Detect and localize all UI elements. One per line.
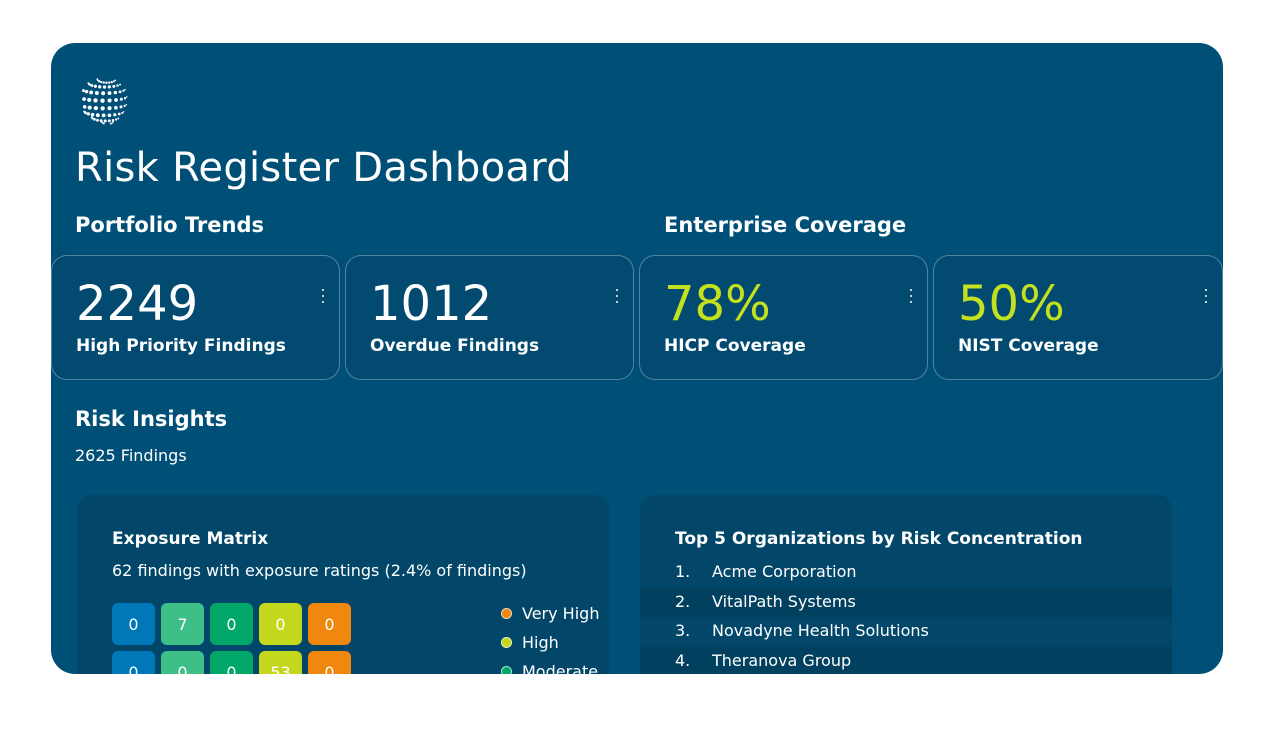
overflow-menu-vertical-icon[interactable] <box>905 286 917 306</box>
matrix-cell[interactable]: 0 <box>308 603 351 645</box>
card-hicp-coverage[interactable]: 78% HICP Coverage <box>639 255 928 380</box>
legend-dot <box>501 608 512 619</box>
legend-label: High <box>522 633 559 652</box>
list-item-rank: 2. <box>675 591 691 611</box>
legend-dot <box>501 637 512 648</box>
exposure-legend: Very High High Moderate <box>501 599 599 674</box>
overflow-menu-vertical-icon[interactable] <box>1200 286 1212 306</box>
page-title: Risk Register Dashboard <box>75 145 572 191</box>
card-value: 1012 <box>370 276 493 332</box>
list-item[interactable]: 1. Acme Corporation <box>640 558 1172 588</box>
exposure-matrix-grid: 0 7 0 0 0 0 0 0 53 0 <box>112 603 352 674</box>
top-organizations-card: Top 5 Organizations by Risk Concentratio… <box>640 495 1172 674</box>
card-label: HICP Coverage <box>664 336 806 356</box>
matrix-cell[interactable]: 7 <box>161 603 204 645</box>
list-item-name: Acme Corporation <box>712 562 857 581</box>
list-item-name: Novadyne Health Solutions <box>712 621 929 640</box>
matrix-cell[interactable]: 0 <box>308 651 351 674</box>
matrix-row: 0 0 0 53 0 <box>112 651 352 674</box>
section-portfolio-trends: Portfolio Trends <box>75 213 265 237</box>
list-item[interactable]: 2. VitalPath Systems <box>640 587 1172 617</box>
matrix-cell[interactable]: 0 <box>112 603 155 645</box>
legend-label: Very High <box>522 604 600 623</box>
matrix-cell[interactable]: 0 <box>161 651 204 674</box>
legend-dot <box>501 666 512 674</box>
exposure-matrix-title: Exposure Matrix <box>112 529 269 549</box>
card-label: High Priority Findings <box>76 336 286 356</box>
risk-insights-count: 2625 Findings <box>75 446 187 465</box>
matrix-cell[interactable]: 0 <box>112 651 155 674</box>
card-high-priority-findings[interactable]: 2249 High Priority Findings <box>51 255 340 380</box>
legend-item-very-high: Very High <box>501 599 599 628</box>
list-item-name: VitalPath Systems <box>712 591 856 611</box>
matrix-cell[interactable]: 0 <box>210 603 253 645</box>
list-item-rank: 3. <box>675 621 691 640</box>
legend-item-moderate: Moderate <box>501 657 599 674</box>
card-nist-coverage[interactable]: 50% NIST Coverage <box>933 255 1223 380</box>
list-item-name: Theranova Group <box>712 650 852 670</box>
matrix-cell[interactable]: 53 <box>259 651 302 674</box>
exposure-matrix-subtitle: 62 findings with exposure ratings (2.4% … <box>112 561 527 580</box>
section-enterprise-coverage: Enterprise Coverage <box>664 213 907 237</box>
card-label: NIST Coverage <box>958 336 1099 356</box>
list-item-rank: 1. <box>675 562 691 581</box>
overflow-menu-vertical-icon[interactable] <box>611 286 623 306</box>
card-overdue-findings[interactable]: 1012 Overdue Findings <box>345 255 634 380</box>
top-organizations-list: 1. Acme Corporation 2. VitalPath Systems… <box>640 558 1172 674</box>
legend-label: Moderate <box>522 662 599 674</box>
top-organizations-title: Top 5 Organizations by Risk Concentratio… <box>675 529 1083 549</box>
list-item[interactable]: 4. Theranova Group <box>640 646 1172 674</box>
legend-item-high: High <box>501 628 599 657</box>
card-label: Overdue Findings <box>370 336 540 356</box>
list-item-rank: 4. <box>675 650 691 670</box>
card-value: 50% <box>958 276 1065 332</box>
card-value: 78% <box>664 276 771 332</box>
dotted-globe-logo <box>82 78 128 125</box>
exposure-matrix-card: Exposure Matrix 62 findings with exposur… <box>77 495 609 674</box>
card-value: 2249 <box>76 276 199 332</box>
dashboard-panel: Risk Register Dashboard Portfolio Trends… <box>51 43 1223 674</box>
risk-insights-title: Risk Insights <box>75 407 228 431</box>
list-item[interactable]: 3. Novadyne Health Solutions <box>640 617 1172 647</box>
matrix-cell[interactable]: 0 <box>259 603 302 645</box>
matrix-cell[interactable]: 0 <box>210 651 253 674</box>
overflow-menu-vertical-icon[interactable] <box>317 286 329 306</box>
